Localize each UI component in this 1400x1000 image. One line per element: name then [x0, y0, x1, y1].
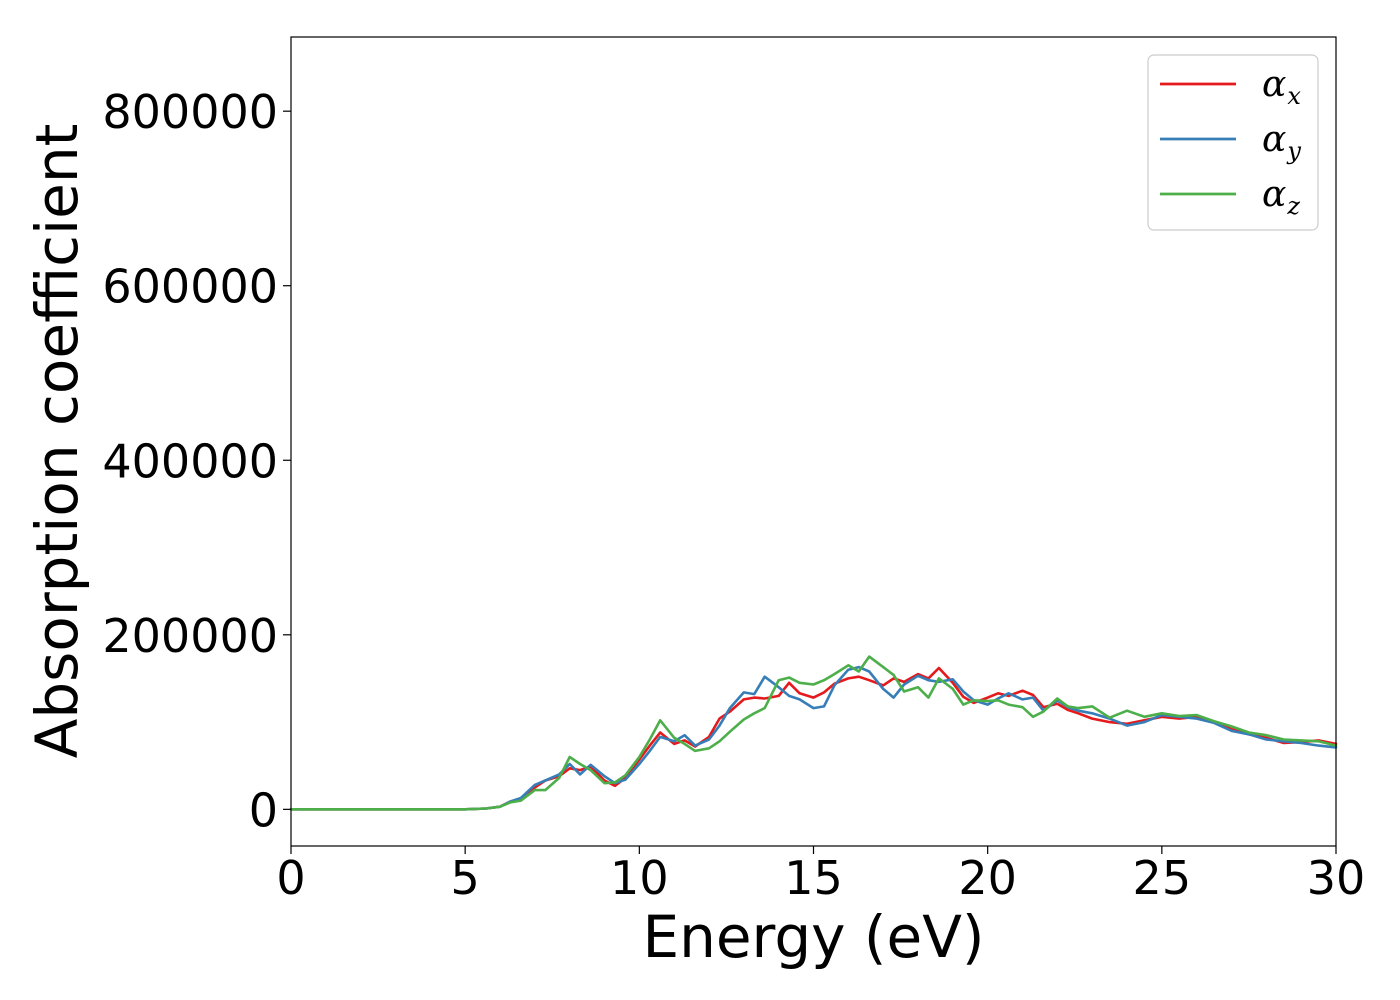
legend-label-symbol: α [1262, 174, 1286, 215]
y-tick-label: 400000 [102, 434, 278, 488]
legend-box [1147, 54, 1319, 231]
x-tick-label: 25 [1133, 851, 1192, 905]
legend-label-subscript: y [1286, 137, 1301, 165]
y-tick-label: 600000 [102, 260, 278, 314]
y-axis: 0 200000 400000 600000 800000 [102, 85, 291, 837]
legend-label-subscript: x [1287, 82, 1301, 110]
legend-label-symbol: α [1262, 64, 1286, 105]
y-tick-label: 800000 [102, 85, 278, 139]
x-tick-label: 10 [610, 851, 669, 905]
y-tick-label: 0 [249, 783, 278, 837]
x-axis-title: Energy (eV) [642, 903, 984, 971]
series-line-x [289, 666, 1338, 811]
series-line-z [289, 655, 1338, 811]
legend-label-y: αy [1262, 119, 1301, 165]
legend-label-subscript: z [1286, 192, 1300, 220]
x-axis: 0 5 10 15 20 25 30 [276, 846, 1365, 905]
legend-label-x: αx [1262, 64, 1301, 110]
x-tick-label: 5 [451, 851, 480, 905]
y-tick-label: 200000 [102, 609, 278, 663]
y-axis-title: Absorption coefficient [23, 124, 91, 759]
x-tick-label: 20 [958, 851, 1017, 905]
x-tick-label: 30 [1307, 851, 1366, 905]
legend-label-symbol: α [1262, 119, 1286, 160]
x-tick-label: 0 [276, 851, 305, 905]
series-layer [289, 655, 1338, 811]
series-line-y [289, 665, 1338, 811]
x-tick-label: 15 [784, 851, 843, 905]
legend-label-z: αz [1262, 174, 1300, 220]
